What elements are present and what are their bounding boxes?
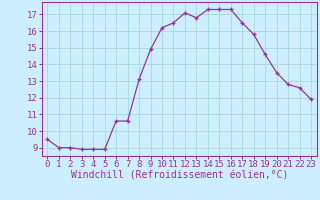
X-axis label: Windchill (Refroidissement éolien,°C): Windchill (Refroidissement éolien,°C) bbox=[70, 171, 288, 181]
